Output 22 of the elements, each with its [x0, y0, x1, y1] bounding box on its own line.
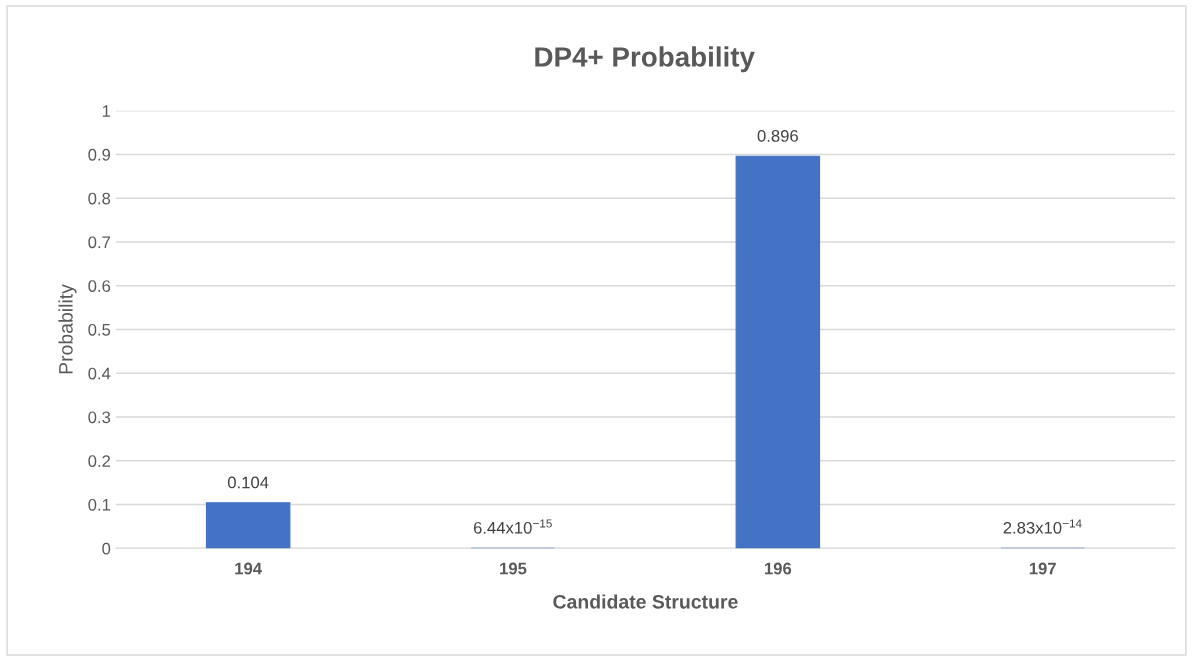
y-tick-label: 0.7: [88, 236, 111, 249]
y-tick-label: 0: [102, 542, 111, 555]
y-tick-label: 0.1: [88, 498, 111, 511]
y-axis-title: Probability: [58, 284, 77, 374]
x-tick-label: 195: [500, 562, 527, 575]
data-label: 6.44x10$^{−15}$: [473, 519, 552, 534]
x-tick-label: 194: [235, 562, 262, 575]
x-tick-label: 196: [764, 562, 792, 575]
y-tick-label: 0.6: [88, 280, 111, 292]
y-tick-label: 1: [102, 105, 111, 117]
data-label: 2.83x10$^{−14}$: [1003, 519, 1082, 534]
y-tick-label: 0.9: [88, 148, 111, 161]
data-label: 0.896: [757, 130, 798, 142]
y-tick-label: 0.4: [88, 367, 111, 380]
y-tick-label: 0.8: [88, 192, 111, 205]
data-label: 0.104: [227, 476, 269, 489]
x-tick-label: 197: [1029, 562, 1056, 575]
y-tick-label: 0.2: [88, 455, 111, 467]
chart-title: DP4+ Probability: [535, 46, 755, 73]
y-tick-label: 0.5: [88, 323, 111, 336]
y-tick-label: 0.3: [88, 411, 111, 424]
x-axis-title: Candidate Structure: [553, 594, 738, 609]
